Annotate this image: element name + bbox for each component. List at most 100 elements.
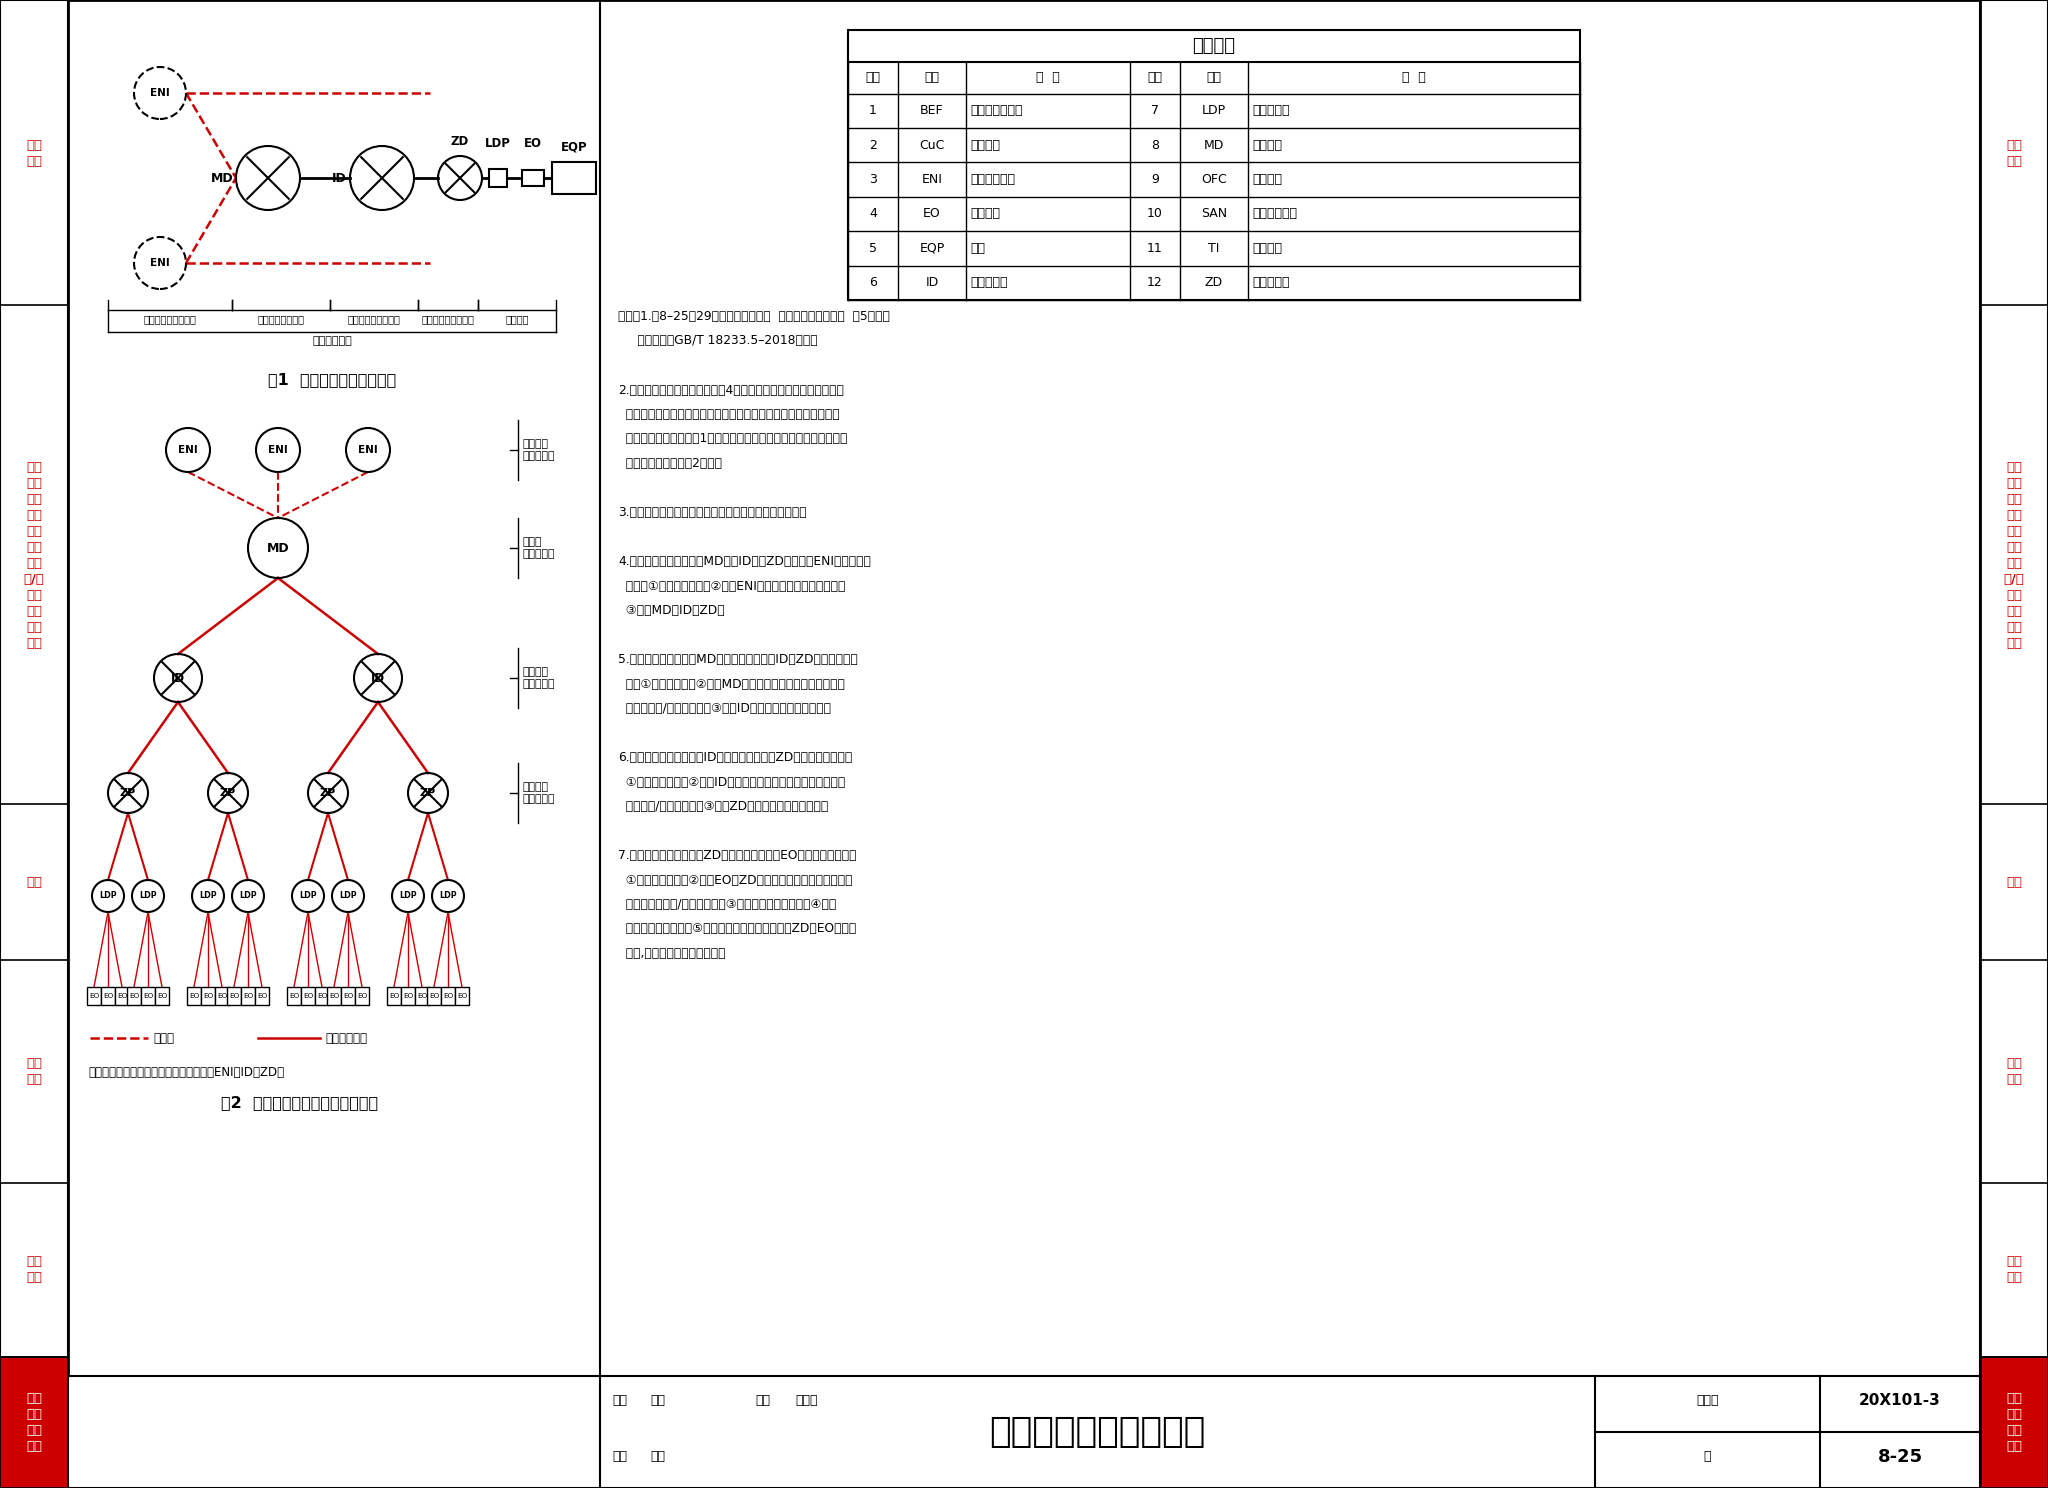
Text: 外部网络接口: 外部网络接口 (971, 173, 1016, 186)
Text: EO: EO (244, 992, 254, 998)
Text: 2: 2 (868, 138, 877, 152)
Text: 6: 6 (868, 277, 877, 289)
Text: 图1  数据中心通用布缆结构: 图1 数据中心通用布缆结构 (268, 372, 395, 387)
Text: 3: 3 (868, 173, 877, 186)
Text: EQP: EQP (920, 243, 944, 254)
Text: EO: EO (428, 992, 438, 998)
Text: 名  称: 名 称 (1403, 71, 1425, 85)
Bar (455, 987, 469, 1004)
Text: 建筑物入口设施: 建筑物入口设施 (971, 104, 1022, 118)
Bar (100, 987, 115, 1004)
Text: 20X101-3: 20X101-3 (1860, 1393, 1942, 1408)
Text: 中间配线布缆子系统: 中间配线布缆子系统 (348, 314, 401, 324)
Bar (256, 987, 268, 1004)
Bar (354, 987, 369, 1004)
Text: 5.主配线布缆子系统从MD延伸到与它连接的ID或ZD，该子系统包: 5.主配线布缆子系统从MD延伸到与它连接的ID或ZD，该子系统包 (618, 653, 858, 667)
Text: 存储区域网络: 存储区域网络 (1251, 207, 1296, 220)
Text: EO: EO (442, 992, 453, 998)
Text: EO: EO (229, 992, 240, 998)
Bar (86, 987, 100, 1004)
Bar (0, 0, 68, 1488)
Text: 快接跳线和/或压接跳线；③位于ID的主配线线缆物理端接。: 快接跳线和/或压接跳线；③位于ID的主配线线缆物理端接。 (618, 702, 831, 716)
Text: 关的快接跳线和/或压接跳线；③本地配线点（可选）；④本地: 关的快接跳线和/或压接跳线；③本地配线点（可选）；④本地 (618, 897, 836, 911)
Text: 图2  数据中心通用布缆的层次结构: 图2 数据中心通用布缆的层次结构 (221, 1095, 379, 1110)
Text: 施工: 施工 (27, 876, 43, 888)
Text: 设备: 设备 (971, 243, 985, 254)
Text: LDP: LDP (399, 891, 418, 900)
Text: ZD: ZD (451, 135, 469, 147)
Text: LDP: LDP (299, 891, 317, 900)
Text: 7: 7 (1151, 104, 1159, 118)
Text: 网络接入线缆: 网络接入线缆 (326, 1031, 367, 1045)
Bar (553, 162, 596, 193)
Text: MD: MD (1204, 138, 1225, 152)
Text: 9: 9 (1151, 173, 1159, 186)
Text: ZD: ZD (1204, 277, 1223, 289)
Text: ENI: ENI (178, 445, 199, 455)
Text: 符号: 符号 (924, 71, 940, 85)
Text: ZP: ZP (319, 789, 336, 798)
Text: EO: EO (117, 992, 127, 998)
Text: 5: 5 (868, 243, 877, 254)
Text: 主配线布缆子系统、中间配线布缆子系统和区域配线布缆子系统。: 主配线布缆子系统、中间配线布缆子系统和区域配线布缆子系统。 (618, 408, 840, 421)
Text: ENI: ENI (150, 257, 170, 268)
Text: 页: 页 (1704, 1451, 1712, 1463)
Bar (1980, 1357, 2048, 1488)
Text: CuC: CuC (920, 138, 944, 152)
Text: EO: EO (403, 992, 414, 998)
Text: 主配线
布缆子系统: 主配线 布缆子系统 (522, 537, 555, 559)
Bar (426, 987, 440, 1004)
Text: 测试接口: 测试接口 (1251, 243, 1282, 254)
Text: 配线点线缆（可选）⑤设备插座。区域配线线缆从ZD到EO应是连: 配线点线缆（可选）⑤设备插座。区域配线线缆从ZD到EO应是连 (618, 923, 856, 936)
Text: 6.中间配线布缆子系统从ID延伸到与它连接的ZD，该子系统包括：: 6.中间配线布缆子系统从ID延伸到与它连接的ZD，该子系统包括： (618, 751, 852, 763)
Text: ID: ID (170, 671, 184, 684)
Text: 通用布线系统: 通用布线系统 (311, 336, 352, 347)
Text: 包括：①网络接入线缆；②位于ENI的网络接入线缆物理端接；: 包括：①网络接入线缆；②位于ENI的网络接入线缆物理端接； (618, 579, 846, 592)
Text: 张宜: 张宜 (649, 1394, 666, 1408)
Text: EO: EO (203, 992, 213, 998)
Text: 设备插座: 设备插座 (971, 207, 999, 220)
Text: 校对: 校对 (612, 1451, 627, 1463)
Text: 序号: 序号 (866, 71, 881, 85)
Text: EO: EO (356, 992, 367, 998)
Text: 设备缆线: 设备缆线 (506, 314, 528, 324)
Text: 设计: 设计 (756, 1394, 770, 1408)
Text: BEF: BEF (920, 104, 944, 118)
Text: LDP: LDP (199, 891, 217, 900)
Text: 朱立形: 朱立形 (795, 1394, 817, 1408)
Text: EO: EO (924, 207, 940, 220)
Bar (242, 987, 256, 1004)
Text: 综合
布线
系统
设计
光纤
到用
户单
元/户
无源
光局
域网
系统: 综合 布线 系统 设计 光纤 到用 户单 元/户 无源 光局 域网 系统 (2003, 460, 2023, 650)
Text: EO: EO (188, 992, 199, 998)
Text: ENI: ENI (150, 88, 170, 98)
Text: 可选缆: 可选缆 (154, 1031, 174, 1045)
Text: 铜线布缆: 铜线布缆 (971, 138, 999, 152)
Bar (215, 987, 229, 1004)
Text: ENI: ENI (358, 445, 379, 455)
Text: 8-25: 8-25 (1878, 1448, 1923, 1466)
Text: 层层型拓扑结构如图2所示。: 层层型拓扑结构如图2所示。 (618, 457, 723, 470)
Text: TI: TI (1208, 243, 1221, 254)
Text: 审核: 审核 (612, 1394, 627, 1408)
Text: 数据中心通用布缆系统: 数据中心通用布缆系统 (989, 1415, 1206, 1449)
Bar (848, 30, 1579, 301)
Bar (127, 987, 141, 1004)
Text: LDP: LDP (438, 891, 457, 900)
Text: EO: EO (342, 992, 352, 998)
Text: EO: EO (129, 992, 139, 998)
Text: 术语
符号: 术语 符号 (27, 138, 43, 168)
Text: 综合
布线
系统
设计
光纤
到用
户单
元/户
无源
光局
域网
系统: 综合 布线 系统 设计 光纤 到用 户单 元/户 无源 光局 域网 系统 (25, 460, 45, 650)
Bar (522, 170, 545, 186)
Text: 施工: 施工 (2005, 876, 2021, 888)
Text: 本地配线点: 本地配线点 (1251, 104, 1290, 118)
Text: 孙兰: 孙兰 (649, 1451, 666, 1463)
Bar (287, 987, 301, 1004)
Text: ZP: ZP (121, 789, 135, 798)
Text: LDP: LDP (340, 891, 356, 900)
Text: ①区域配线线缆；②位于EO和ZD的区域配线线缆物理端接及相: ①区域配线线缆；②位于EO和ZD的区域配线线缆物理端接及相 (618, 873, 852, 887)
Bar (1980, 0, 2048, 1488)
Text: 序号: 序号 (1147, 71, 1163, 85)
Text: LDP: LDP (240, 891, 256, 900)
Text: 说明：1.第8–25～29页根据《信息技术  用户建筑群通用布缆  第5部分：: 说明：1.第8–25～29页根据《信息技术 用户建筑群通用布缆 第5部分： (618, 310, 891, 323)
Text: ID: ID (332, 171, 346, 185)
